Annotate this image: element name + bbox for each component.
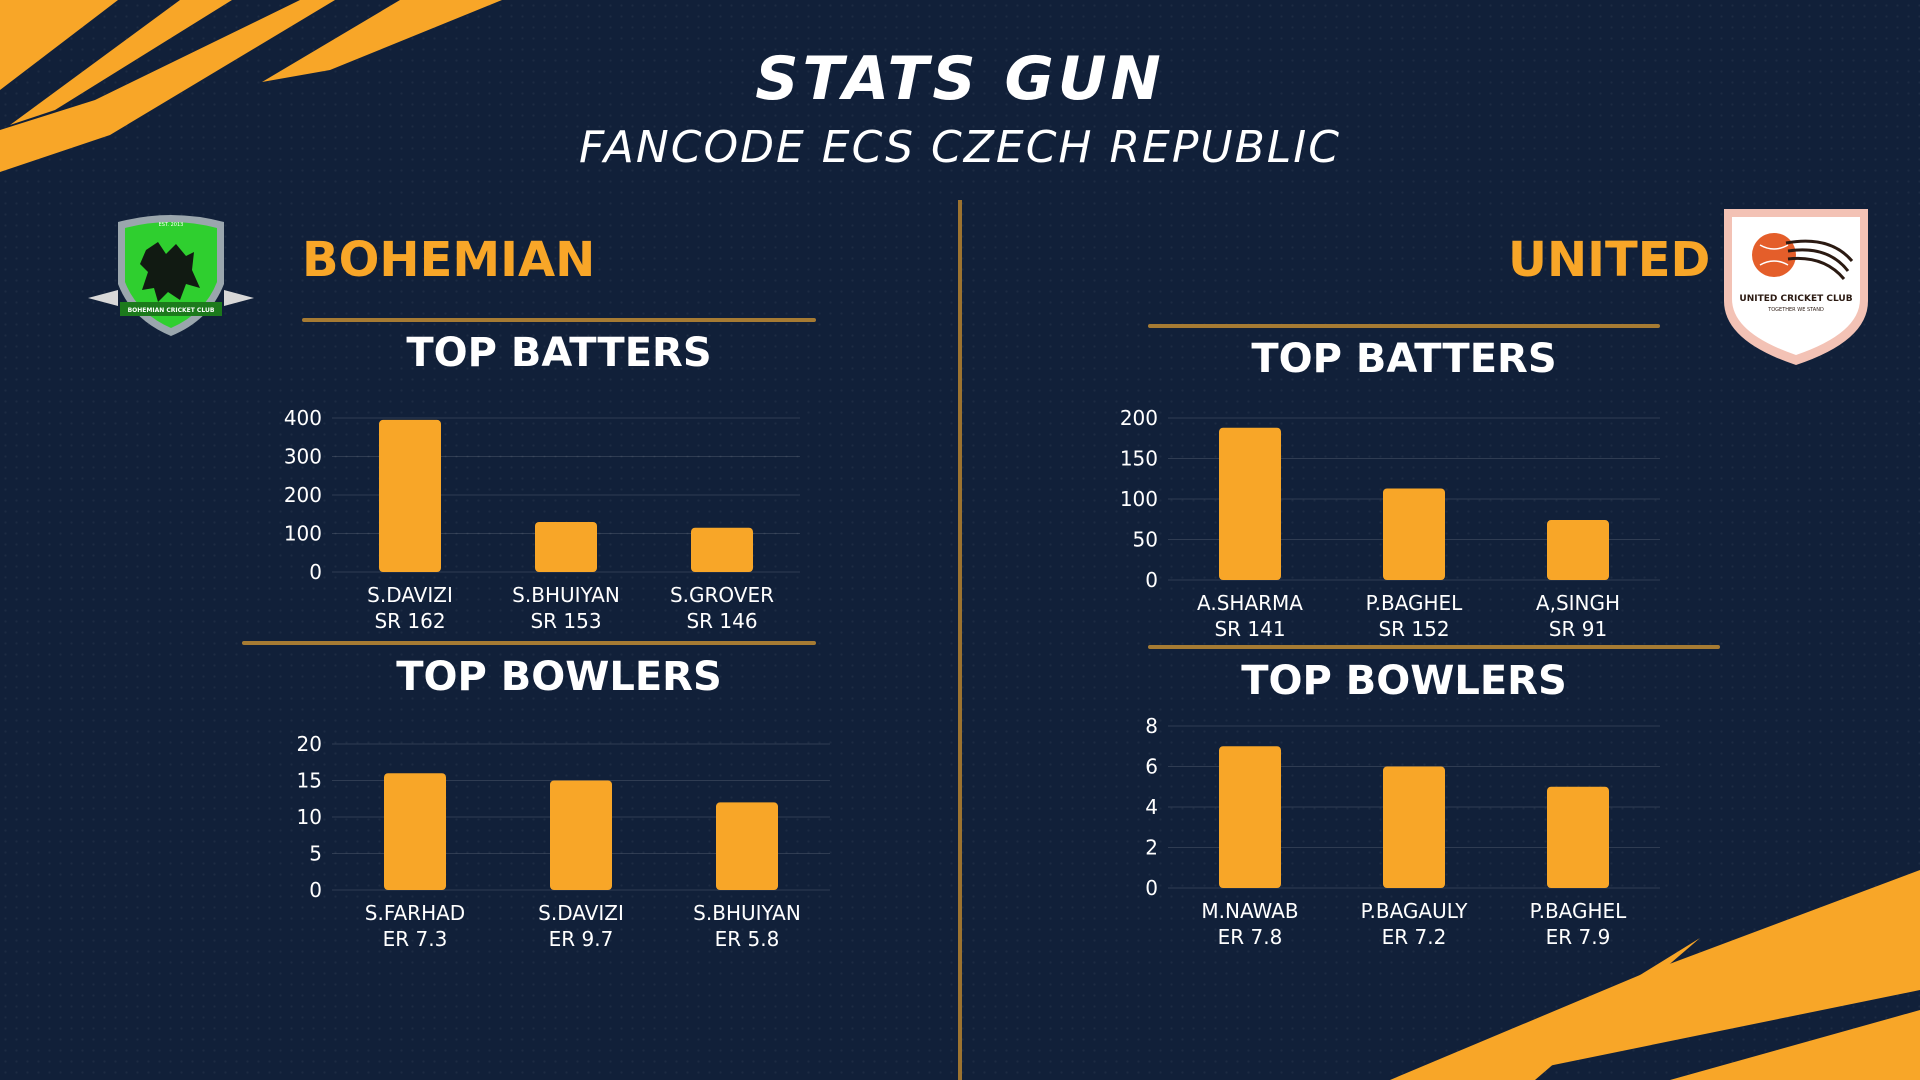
category-sublabel: SR 162 (374, 609, 445, 633)
bar-sbhuiyan (535, 521, 597, 572)
team-name-united: UNITED (1508, 232, 1711, 288)
category-sublabel: SR 153 (530, 609, 601, 633)
bar-asharma (1219, 427, 1281, 580)
category-sublabel: SR 146 (686, 609, 757, 633)
bohemian-batters-title: TOP BATTERS (406, 330, 712, 376)
bohemian-bowlers-title: TOP BOWLERS (396, 654, 722, 700)
y-tick-label: 15 (297, 769, 322, 793)
bar-pbagauly (1383, 766, 1445, 888)
y-tick-label: 20 (297, 732, 322, 756)
category-label: P.BAGAULY (1361, 899, 1469, 923)
bohemian-header-rule (302, 318, 816, 322)
y-tick-label: 200 (284, 483, 322, 507)
category-sublabel: ER 5.8 (715, 927, 780, 951)
united-logo-text: UNITED CRICKET CLUB (1739, 294, 1852, 304)
category-sublabel: SR 141 (1214, 617, 1285, 641)
y-tick-label: 100 (284, 522, 322, 546)
category-label: S.FARHAD (365, 901, 465, 925)
category-sublabel: ER 7.8 (1218, 925, 1283, 949)
category-sublabel: ER 7.9 (1546, 925, 1611, 949)
y-tick-label: 4 (1145, 795, 1158, 819)
bohemian-logo: BOHEMIAN CRICKET CLUB EST. 2013 (88, 215, 254, 336)
team-name-bohemian: BOHEMIAN (302, 232, 596, 288)
bar-sdavizi (379, 419, 441, 572)
bar-sbhuiyan (716, 802, 778, 890)
y-tick-label: 50 (1133, 528, 1158, 552)
category-sublabel: ER 9.7 (549, 927, 614, 951)
y-tick-label: 10 (297, 805, 322, 829)
category-sublabel: SR 152 (1378, 617, 1449, 641)
y-tick-label: 6 (1145, 755, 1158, 779)
bohemian-logo-text: BOHEMIAN CRICKET CLUB (128, 307, 215, 314)
y-tick-label: 5 (309, 842, 322, 866)
category-label: A.SHARMA (1197, 591, 1303, 615)
center-divider (958, 200, 962, 1080)
united-mid-rule (1148, 645, 1720, 649)
bar-asingh (1547, 520, 1609, 580)
category-sublabel: SR 91 (1549, 617, 1607, 641)
united-batters-title: TOP BATTERS (1251, 336, 1557, 382)
bar-pbaghel (1547, 786, 1609, 888)
united-logo: UNITED CRICKET CLUB TOGETHER WE STAND (1724, 209, 1868, 365)
y-tick-label: 0 (1145, 568, 1158, 592)
bohemian-mid-rule (242, 641, 816, 645)
category-sublabel: ER 7.3 (383, 927, 448, 951)
y-tick-label: 400 (284, 406, 322, 430)
bohemian-logo-year: EST. 2013 (159, 222, 184, 228)
bar-sfarhad (384, 773, 446, 890)
y-tick-label: 150 (1120, 447, 1158, 471)
bar-mnawab (1219, 746, 1281, 888)
category-label: M.NAWAB (1201, 899, 1298, 923)
y-tick-label: 0 (309, 560, 322, 584)
united-logo-tagline: TOGETHER WE STAND (1767, 307, 1824, 313)
page-title: STATS GUN (755, 44, 1165, 114)
category-label: S.DAVIZI (367, 583, 453, 607)
page-subtitle: FANCODE ECS CZECH REPUBLIC (579, 122, 1341, 173)
category-label: P.BAGHEL (1530, 899, 1628, 923)
united-header-rule (1148, 324, 1660, 328)
y-tick-label: 0 (1145, 876, 1158, 900)
category-label: P.BAGHEL (1366, 591, 1464, 615)
category-label: S.DAVIZI (538, 901, 624, 925)
bar-sgrover (691, 527, 753, 572)
y-tick-label: 0 (309, 878, 322, 902)
bar-sdavizi (550, 780, 612, 890)
category-sublabel: ER 7.2 (1382, 925, 1447, 949)
y-tick-label: 300 (284, 445, 322, 469)
category-label: A,SINGH (1536, 591, 1620, 615)
bar-pbaghel (1383, 488, 1445, 580)
y-tick-label: 2 (1145, 836, 1158, 860)
y-tick-label: 8 (1145, 714, 1158, 738)
united-bowlers-title: TOP BOWLERS (1241, 658, 1567, 704)
y-tick-label: 200 (1120, 406, 1158, 430)
category-label: S.BHUIYAN (693, 901, 801, 925)
y-tick-label: 100 (1120, 487, 1158, 511)
category-label: S.BHUIYAN (512, 583, 620, 607)
category-label: S.GROVER (670, 583, 774, 607)
